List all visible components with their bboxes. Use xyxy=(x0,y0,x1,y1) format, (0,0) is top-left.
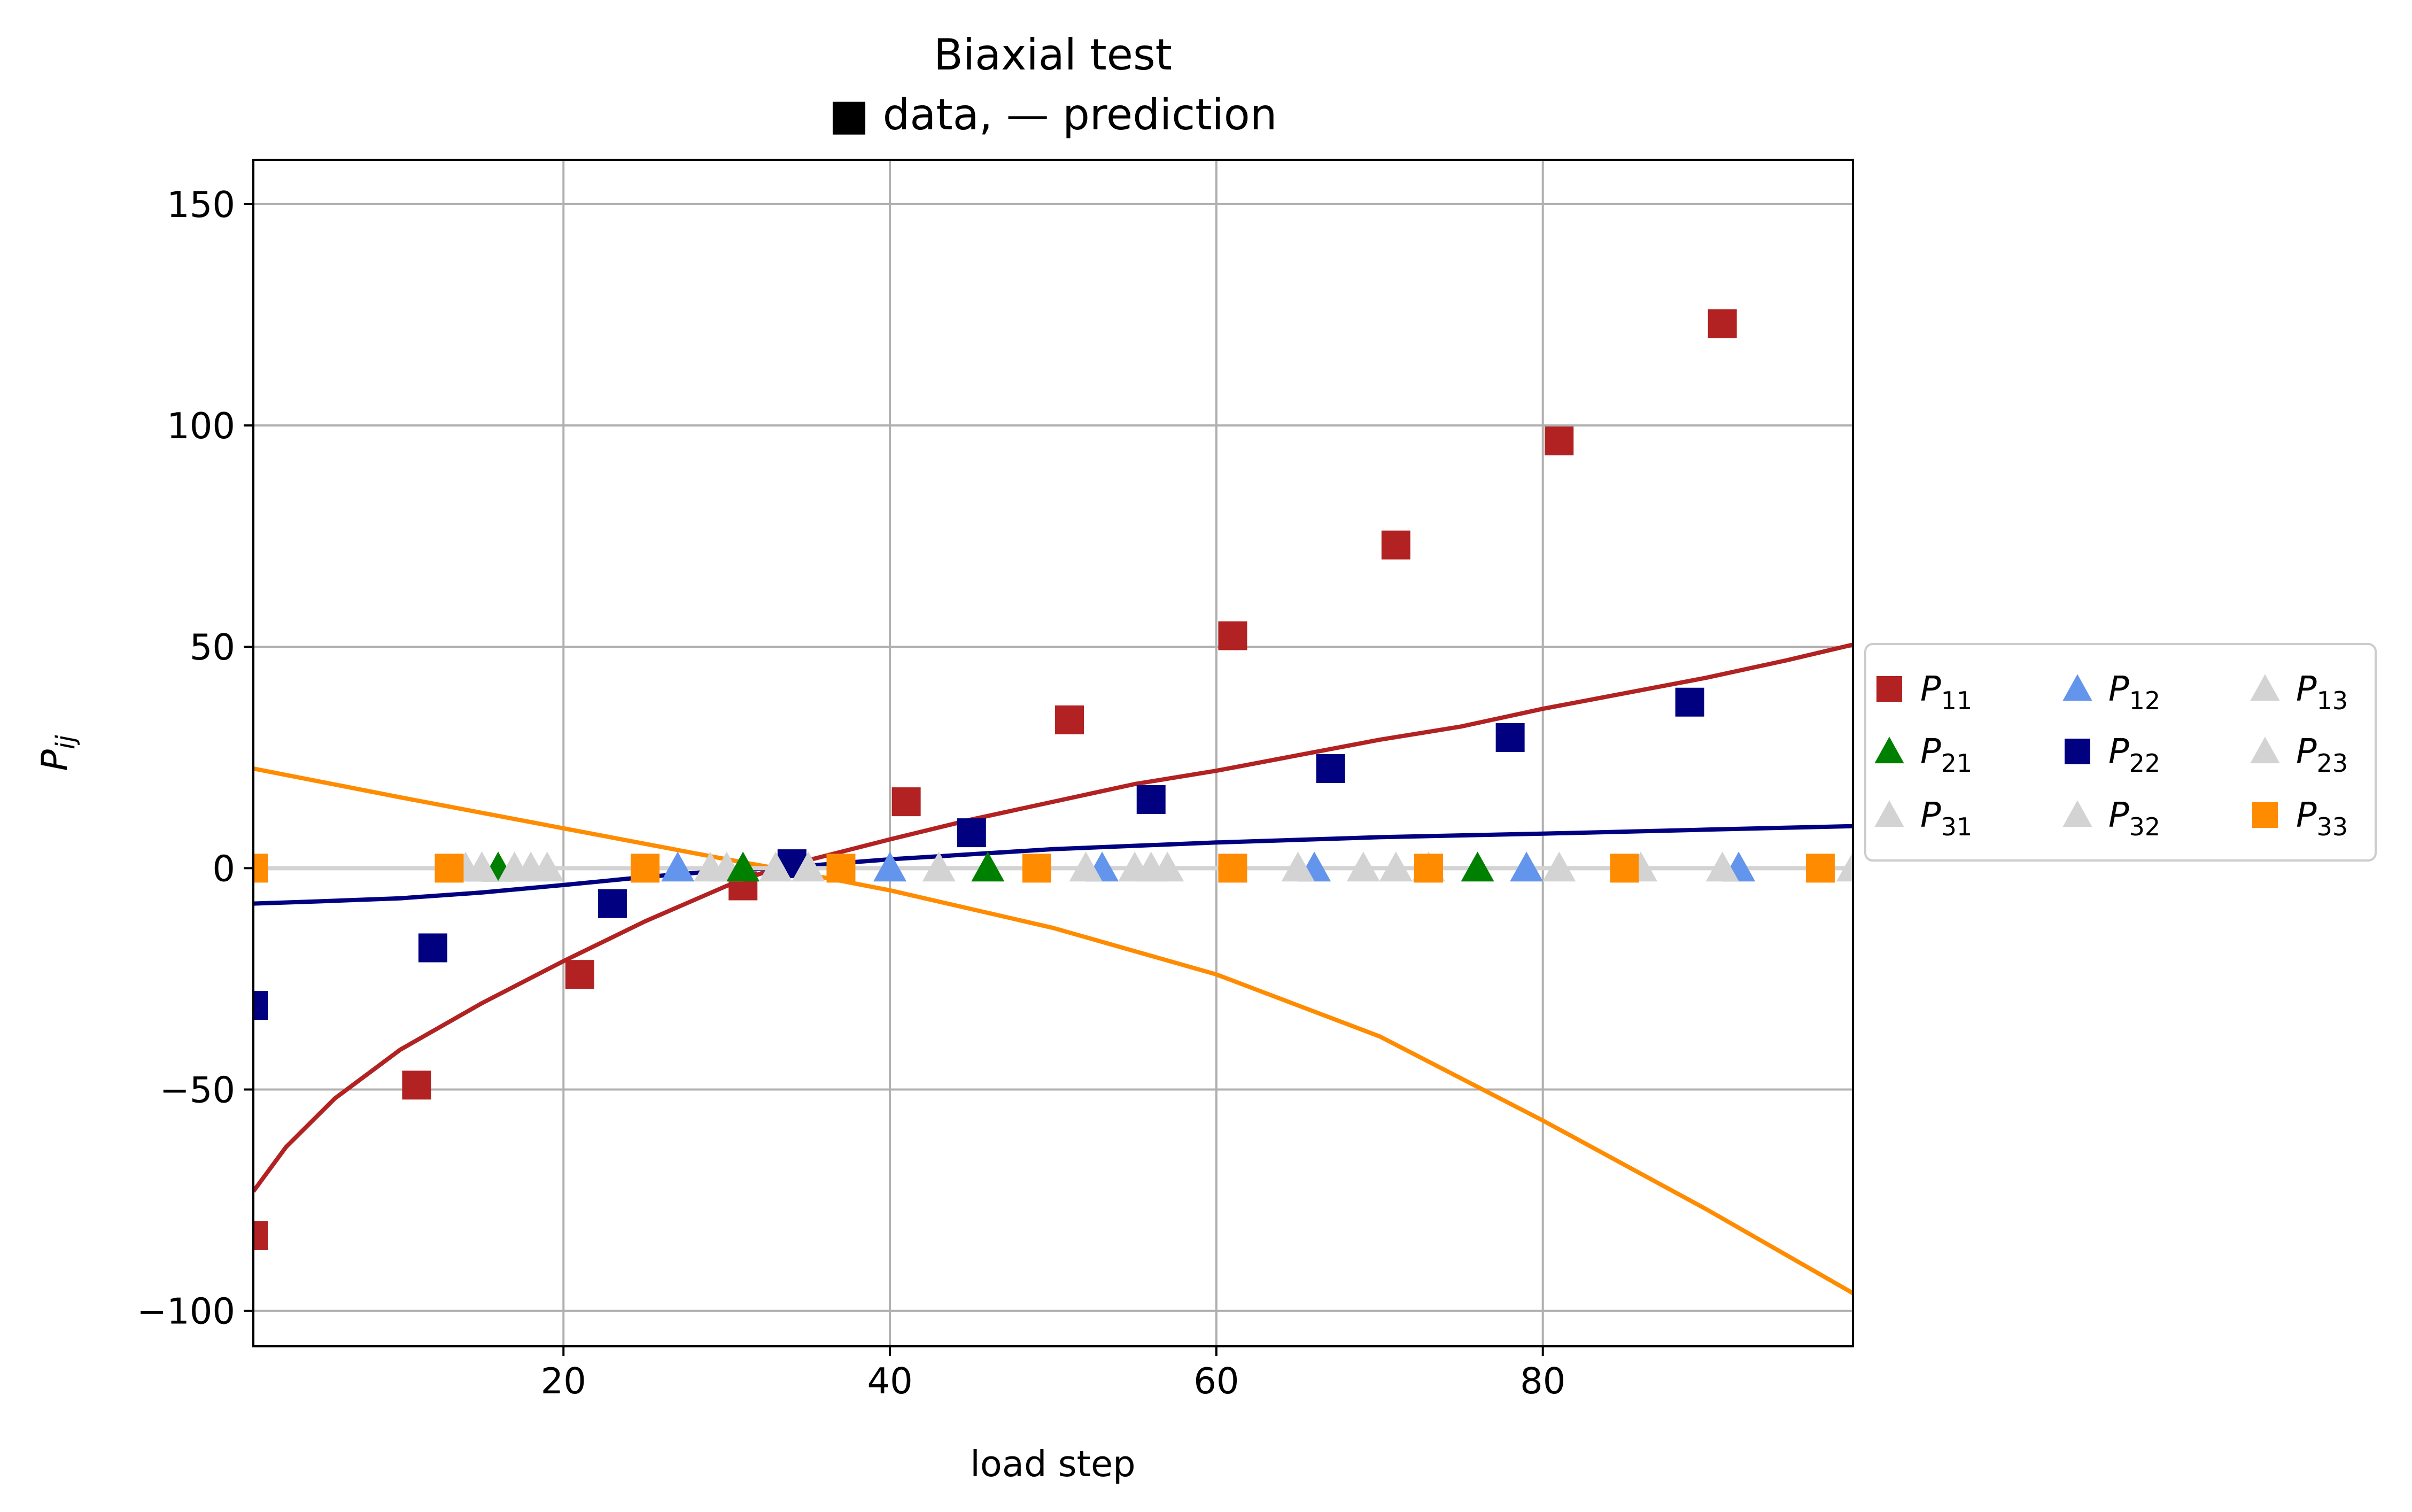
P12-marker-2 xyxy=(873,851,907,882)
legend-label-P21: P21 xyxy=(1920,732,1972,778)
x-axis-label: load step xyxy=(970,1443,1135,1485)
P31-marker-4 xyxy=(1379,851,1413,882)
y-axis-label-sub: ij xyxy=(51,735,81,749)
P23-marker-1 xyxy=(759,851,793,882)
legend-label-P31: P31 xyxy=(1920,796,1972,841)
P11-marker-2 xyxy=(565,960,594,989)
P31-marker-6 xyxy=(1836,851,1853,882)
legend-marker-P21 xyxy=(1874,736,1904,764)
legend-marker-P33 xyxy=(2252,802,2278,828)
P21-marker-2 xyxy=(971,851,1005,882)
P23-marker-3 xyxy=(1281,851,1315,882)
legend-label-P23: P23 xyxy=(2296,732,2348,778)
legend-label-P32: P32 xyxy=(2108,796,2160,841)
P33-prediction-line xyxy=(253,766,1853,1296)
axis-ticks: 20 40 60 80 −100 −50 0 50 100 150 xyxy=(137,184,1565,1402)
y-tick-label-2: 0 xyxy=(212,848,235,889)
P13-marker-4 xyxy=(1346,851,1380,882)
P11-marker-9 xyxy=(1708,309,1737,338)
P31-marker-2 xyxy=(792,851,825,882)
legend-frame xyxy=(1864,643,2377,862)
legend-label-P12: P12 xyxy=(2108,670,2160,715)
P21-marker-1 xyxy=(726,851,760,882)
P11-marker-0 xyxy=(253,1221,268,1250)
P12-marker-5 xyxy=(1510,851,1544,882)
legend-entries: P11 P12 P13 P21 P22 P23 P31 P32 P33 xyxy=(1874,670,2348,841)
P33-marker-8 xyxy=(1805,854,1835,883)
P33-marker-1 xyxy=(435,854,464,883)
P22-marker-4 xyxy=(957,818,986,848)
P32-marker-1 xyxy=(694,851,727,882)
P22-marker-8 xyxy=(1675,687,1704,717)
chart-title: Biaxial test xyxy=(934,30,1172,80)
P21-marker-3 xyxy=(1461,851,1494,882)
data-markers xyxy=(253,309,1853,1250)
chart-subtitle: ■ data, — prediction xyxy=(829,90,1277,139)
legend-marker-P13 xyxy=(2250,674,2280,701)
P31-marker-1 xyxy=(530,851,564,882)
P12-marker-1 xyxy=(661,851,695,882)
P13-marker-5 xyxy=(1542,851,1576,882)
P11-marker-5 xyxy=(1055,705,1084,734)
legend-label-P33: P33 xyxy=(2296,796,2348,841)
legend-marker-P22 xyxy=(2065,739,2090,764)
y-tick-label-3: 50 xyxy=(190,626,235,668)
P22-marker-5 xyxy=(1136,785,1166,814)
y-tick-label-1: −50 xyxy=(160,1069,235,1111)
P13-marker-2 xyxy=(922,851,956,882)
P22-marker-0 xyxy=(253,991,268,1020)
y-axis-label-base: P xyxy=(34,749,75,771)
P23-marker-0 xyxy=(498,851,531,882)
P11-marker-7 xyxy=(1381,530,1410,560)
P33-marker-5 xyxy=(1218,854,1247,883)
legend-marker-P32 xyxy=(2062,800,2092,827)
P22-marker-2 xyxy=(598,889,627,918)
legend-marker-P23 xyxy=(2250,736,2280,764)
y-tick-label-4: 100 xyxy=(167,405,235,447)
P33-marker-4 xyxy=(1022,854,1051,883)
y-tick-label-0: −100 xyxy=(137,1291,235,1332)
P31-marker-3 xyxy=(1118,851,1152,882)
P33-marker-0 xyxy=(253,854,268,883)
P31-marker-5 xyxy=(1705,851,1739,882)
P33-marker-2 xyxy=(630,854,660,883)
P22-marker-1 xyxy=(418,933,447,963)
P32-marker-0 xyxy=(465,851,499,882)
legend-label-P22: P22 xyxy=(2108,732,2160,778)
x-tick-label-0: 20 xyxy=(541,1360,586,1402)
P23-marker-2 xyxy=(1069,851,1103,882)
x-tick-label-3: 80 xyxy=(1520,1360,1565,1402)
legend-label-P13: P13 xyxy=(2296,670,2348,715)
P22-marker-6 xyxy=(1316,754,1345,783)
legend-marker-P12 xyxy=(2062,674,2092,701)
P33-marker-6 xyxy=(1414,854,1443,883)
x-tick-label-1: 40 xyxy=(867,1360,912,1402)
legend-label-P11: P11 xyxy=(1920,670,1972,715)
legend-marker-P11 xyxy=(1876,676,1902,702)
y-axis-label: Pij xyxy=(34,735,81,771)
P11-marker-8 xyxy=(1545,427,1574,456)
P11-marker-4 xyxy=(891,787,921,817)
legend-marker-P31 xyxy=(1874,800,1904,827)
P22-marker-7 xyxy=(1495,723,1525,753)
plot-frame xyxy=(252,159,1854,1347)
legend: P11 P12 P13 P21 P22 P23 P31 P32 P33 xyxy=(1864,643,2377,862)
P11-marker-6 xyxy=(1218,621,1247,650)
y-tick-label-5: 150 xyxy=(167,184,235,226)
P11-marker-1 xyxy=(402,1071,431,1100)
P33-marker-3 xyxy=(826,854,856,883)
P33-marker-7 xyxy=(1610,854,1639,883)
x-tick-label-2: 60 xyxy=(1193,1360,1239,1402)
P32-marker-2 xyxy=(1151,851,1184,882)
